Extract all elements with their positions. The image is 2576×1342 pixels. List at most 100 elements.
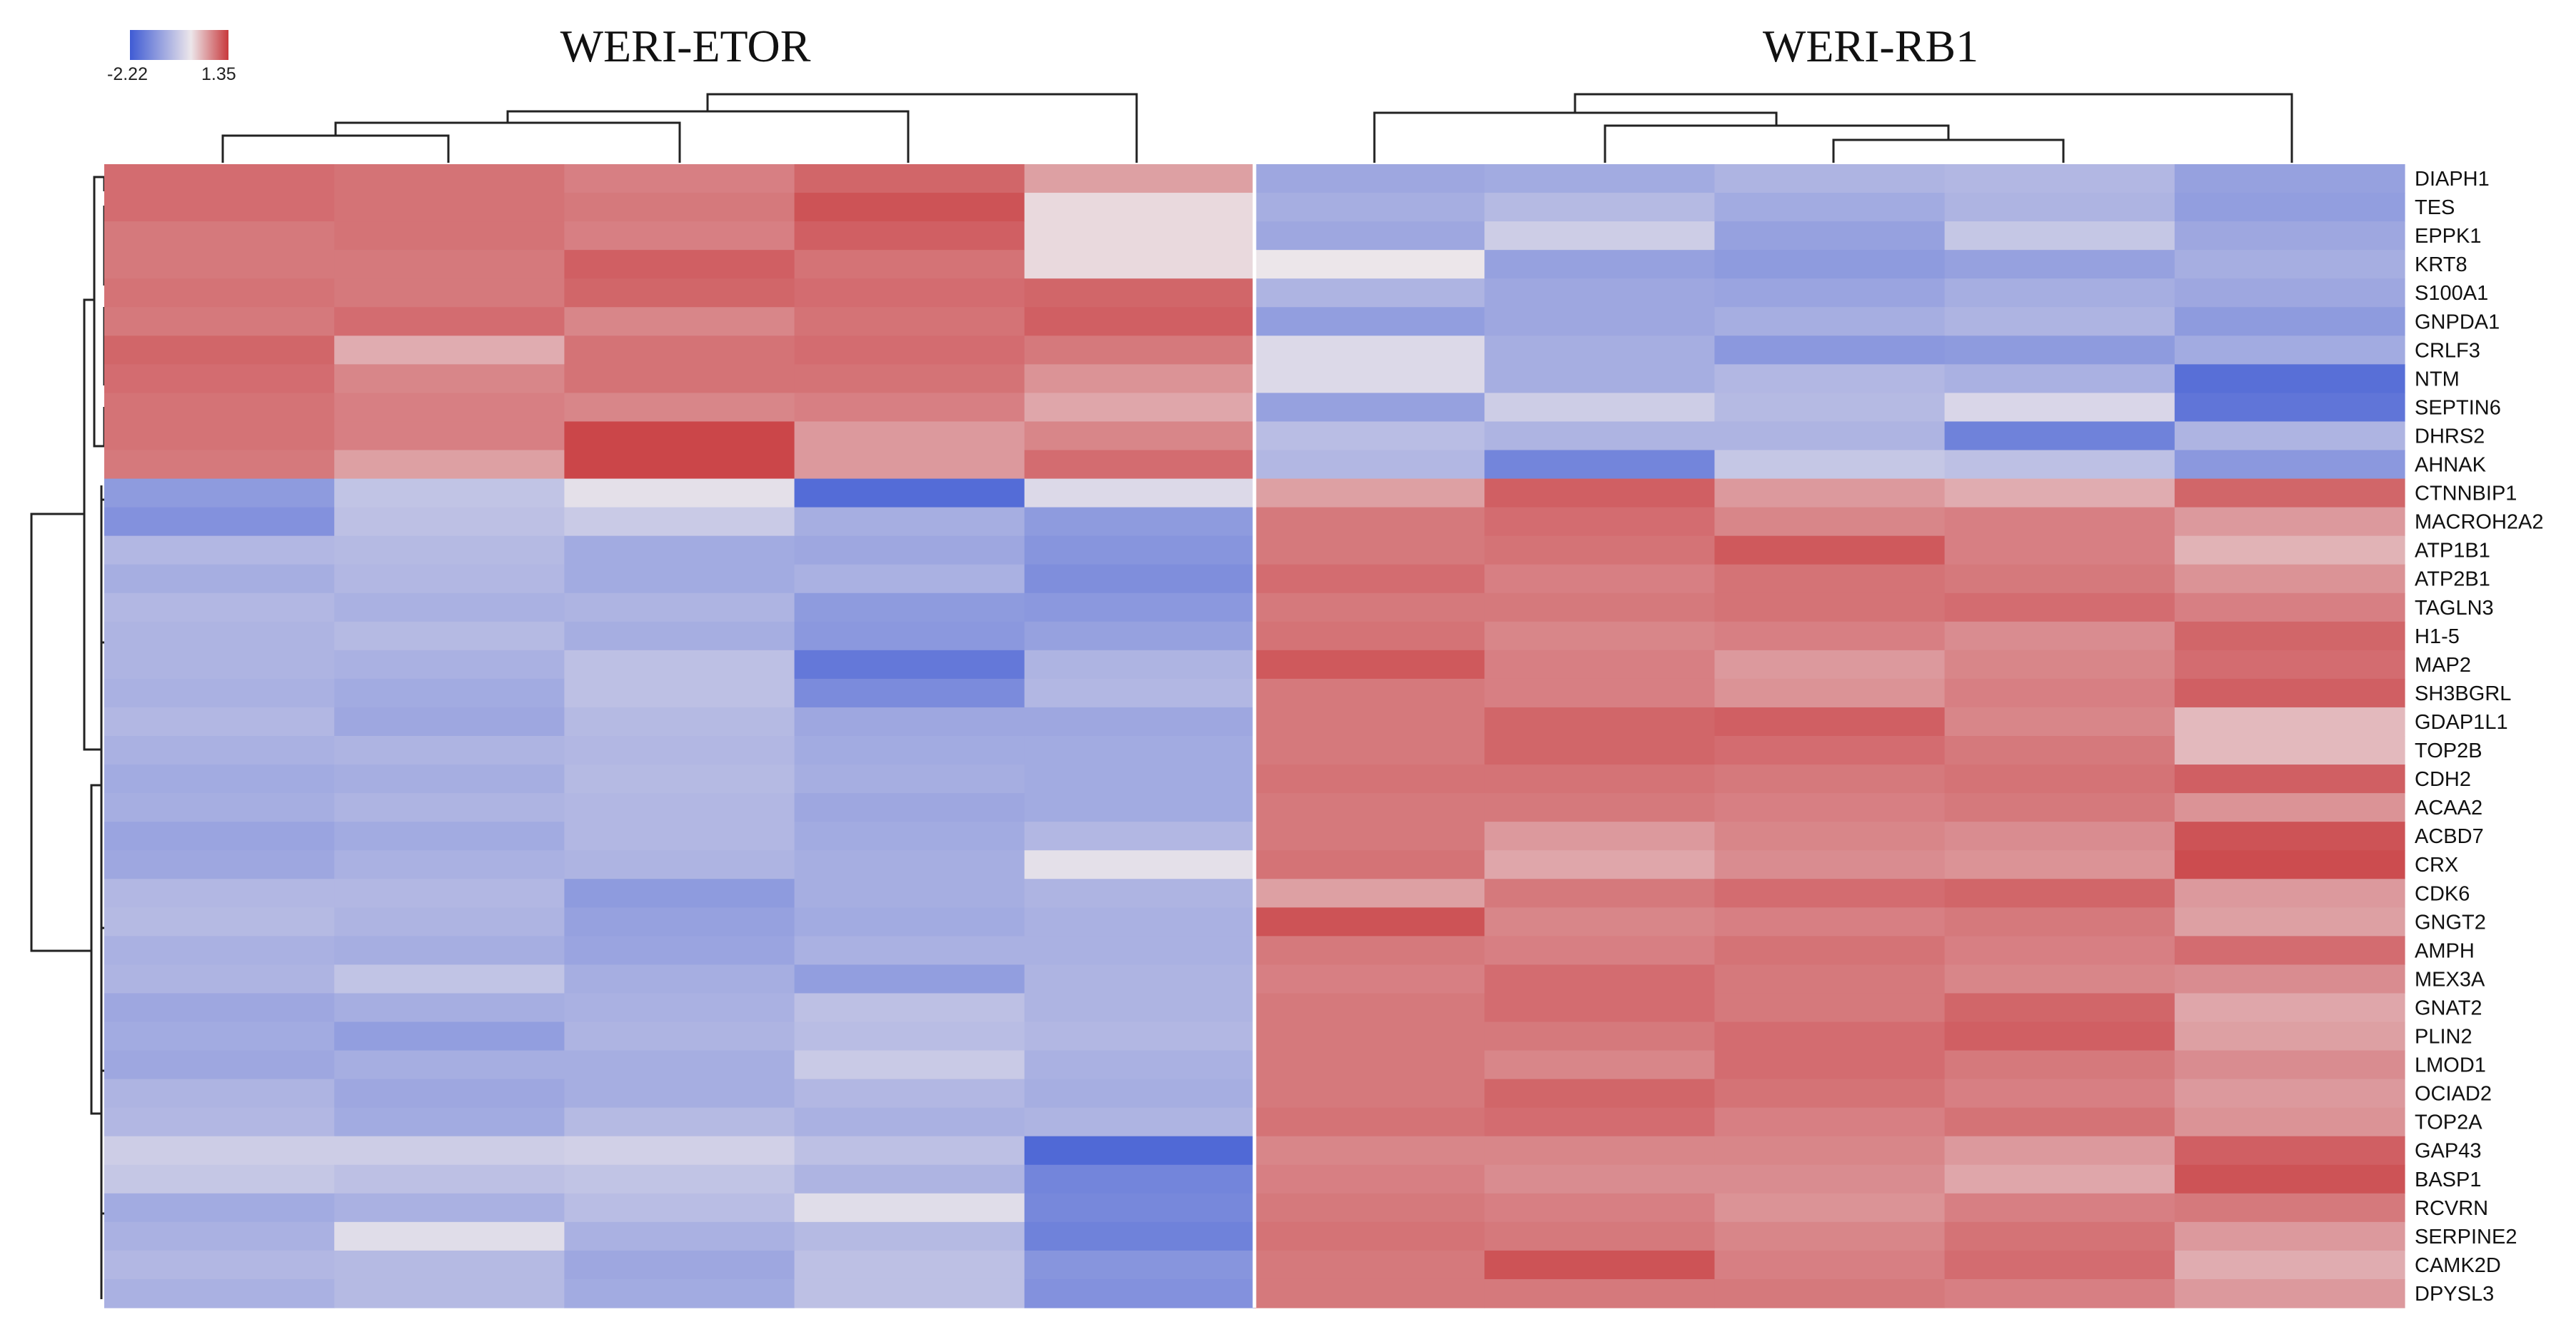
heatmap-cell [1944, 1250, 2175, 1280]
heatmap-cell [334, 564, 565, 594]
gene-label: SH3BGRL [2415, 682, 2511, 705]
heatmap-cell [1024, 1221, 1255, 1251]
heatmap-cell [2174, 507, 2405, 537]
group-title-weri-etor: WERI-ETOR [560, 21, 811, 71]
heatmap-cell [2174, 278, 2405, 308]
heatmap-cell [1484, 793, 1715, 822]
gene-label: MAP2 [2415, 654, 2471, 677]
heatmap-cell [104, 336, 335, 365]
heatmap-cell [2174, 535, 2405, 565]
heatmap-cell [794, 450, 1025, 480]
heatmap-cell [1484, 707, 1715, 737]
heatmap-cell [1254, 364, 1485, 393]
heatmap-cell [564, 822, 795, 851]
heatmap-cell [1714, 250, 1946, 279]
heatmap-cell [564, 364, 795, 393]
heatmap-cell [1254, 478, 1485, 508]
heatmap-cell [1484, 1278, 1715, 1308]
heatmap-cell [1944, 164, 2175, 193]
gene-label: SERPINE2 [2415, 1226, 2517, 1248]
heatmap-cell [334, 1021, 565, 1051]
heatmap-cell [1714, 1021, 1946, 1051]
heatmap-cell [1024, 822, 1255, 851]
heatmap-cell [794, 1107, 1025, 1137]
heatmap-cell [1714, 850, 1946, 879]
heatmap-cell [1024, 1136, 1255, 1166]
heatmap-cell [334, 822, 565, 851]
heatmap-cell [1254, 1021, 1485, 1051]
heatmap-cell [1024, 535, 1255, 565]
heatmap-cell [1254, 164, 1485, 193]
heatmap-cell [104, 278, 335, 308]
heatmap-cell [1944, 793, 2175, 822]
heatmap-cell [1714, 450, 1946, 480]
heatmap-cell [2174, 1164, 2405, 1194]
heatmap-cell [1714, 822, 1946, 851]
heatmap-cell [1944, 879, 2175, 908]
heatmap-cell [104, 678, 335, 708]
heatmap-cell [794, 822, 1025, 851]
heatmap-cell [1944, 336, 2175, 365]
heatmap-cell [104, 1278, 335, 1308]
heatmap-cell [794, 793, 1025, 822]
heatmap-cell [334, 307, 565, 336]
heatmap-cell [1944, 450, 2175, 480]
heatmap-cell [334, 1221, 565, 1251]
heatmap-cell [104, 850, 335, 879]
heatmap-cell [794, 535, 1025, 565]
heatmap-cell [1484, 993, 1715, 1023]
heatmap-cell [1024, 879, 1255, 908]
heatmap-cell [104, 765, 335, 794]
gene-label: OCIAD2 [2415, 1083, 2492, 1106]
gene-label: GAP43 [2415, 1140, 2482, 1163]
gene-label: CAMK2D [2415, 1254, 2501, 1277]
heatmap-cell [334, 250, 565, 279]
heatmap-cell [1484, 1050, 1715, 1080]
heatmap-cell [1254, 278, 1485, 308]
heatmap-cell [104, 250, 335, 279]
heatmap-cell [1024, 936, 1255, 965]
heatmap-cell [1944, 193, 2175, 222]
heatmap-cell [1484, 879, 1715, 908]
heatmap-cell [1024, 193, 1255, 222]
heatmap-cell [1714, 478, 1946, 508]
heatmap-cell [1484, 964, 1715, 994]
heatmap-cell [104, 564, 335, 594]
heatmap-cell [2174, 307, 2405, 336]
heatmap-cell [1254, 1221, 1485, 1251]
heatmap-cell [334, 621, 565, 651]
heatmap-cell [1714, 507, 1946, 537]
heatmap-cell [104, 421, 335, 451]
heatmap-cell [794, 478, 1025, 508]
heatmap-cell [1714, 364, 1946, 393]
heatmap-cell [564, 678, 795, 708]
heatmap-cell [2174, 1107, 2405, 1137]
heatmap-cell [104, 1107, 335, 1137]
heatmap-cell [1484, 621, 1715, 651]
heatmap-cell [1024, 1193, 1255, 1223]
heatmap-cell [1944, 650, 2175, 680]
heatmap-cell [1714, 1136, 1946, 1166]
heatmap-cell [1254, 450, 1485, 480]
heatmap-cell [334, 450, 565, 480]
heatmap-cell [1944, 1050, 2175, 1080]
heatmap-cell [1024, 993, 1255, 1023]
gene-label: ATP1B1 [2415, 540, 2490, 562]
heatmap-cell [1024, 1107, 1255, 1137]
heatmap-cell [1944, 1221, 2175, 1251]
heatmap-cell [1484, 1021, 1715, 1051]
heatmap-cell [1254, 336, 1485, 365]
heatmap-cell [1024, 364, 1255, 393]
heatmap-cell [104, 1193, 335, 1223]
heatmap-cell [1944, 1021, 2175, 1051]
heatmap-cell [104, 221, 335, 251]
heatmap-cell [564, 621, 795, 651]
heatmap-cell [1944, 393, 2175, 423]
heatmap-cell [1024, 1050, 1255, 1080]
heatmap-cell [564, 336, 795, 365]
heatmap-cell [2174, 678, 2405, 708]
gene-label: KRT8 [2415, 253, 2467, 276]
heatmap-cell [564, 250, 795, 279]
heatmap-cell [104, 193, 335, 222]
heatmap-cells [104, 164, 2405, 1308]
